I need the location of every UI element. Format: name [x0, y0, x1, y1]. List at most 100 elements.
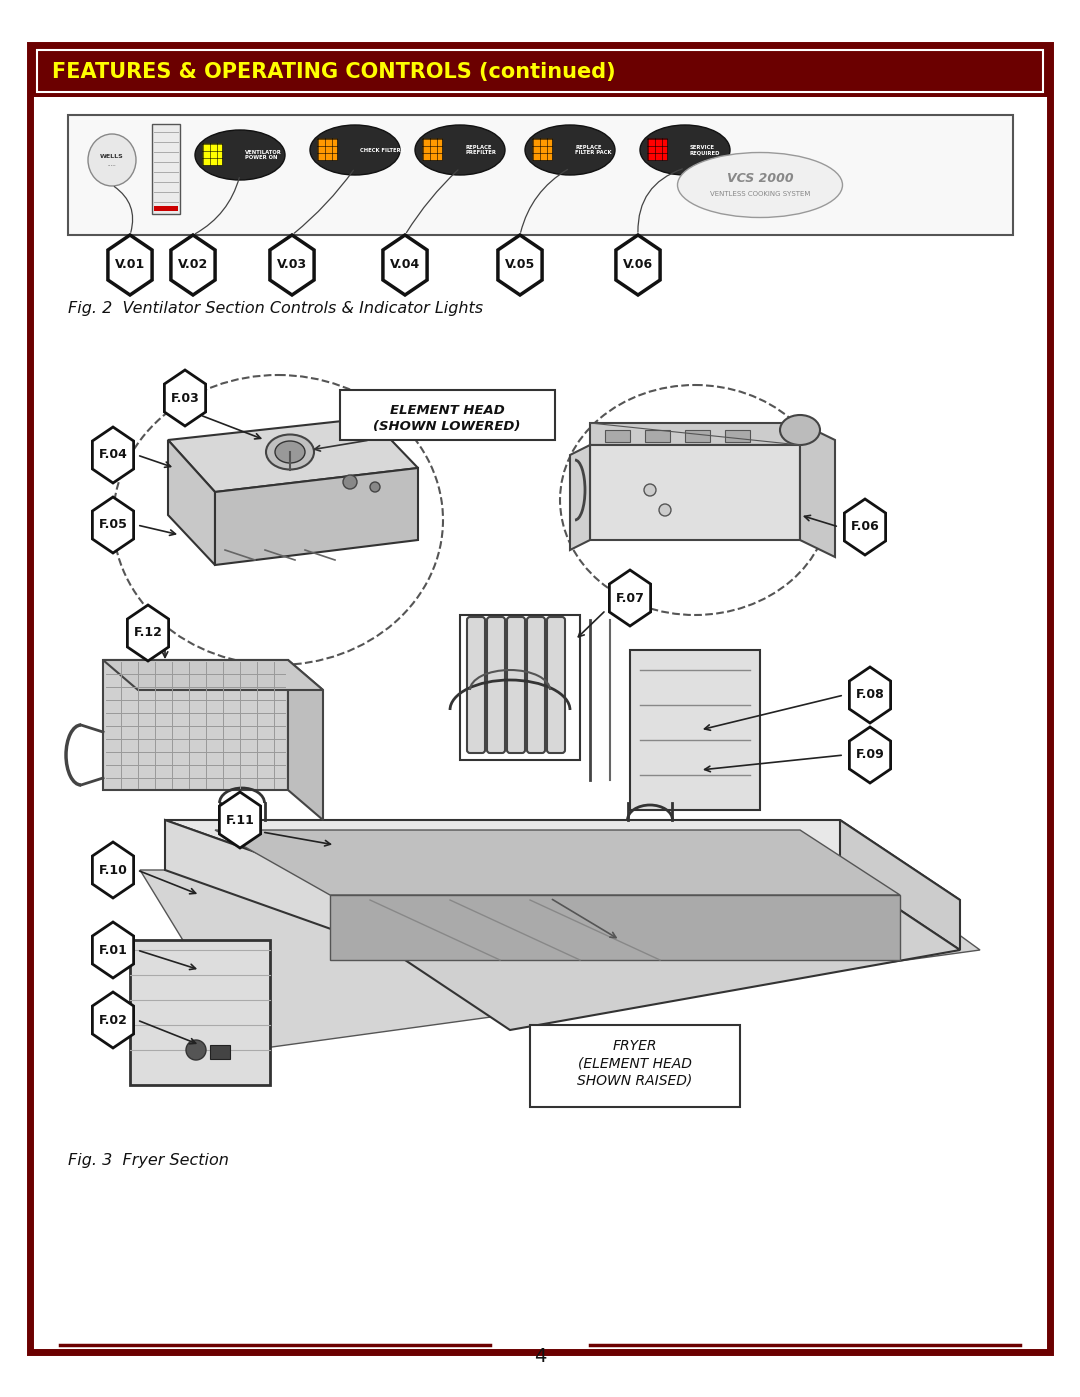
Ellipse shape: [266, 434, 314, 469]
Polygon shape: [93, 497, 134, 553]
Ellipse shape: [525, 124, 615, 175]
Polygon shape: [127, 605, 168, 661]
FancyBboxPatch shape: [605, 430, 630, 441]
FancyBboxPatch shape: [467, 617, 485, 753]
Polygon shape: [383, 235, 427, 295]
Circle shape: [644, 483, 656, 496]
Polygon shape: [165, 820, 960, 900]
Polygon shape: [215, 468, 418, 564]
FancyBboxPatch shape: [30, 45, 1050, 96]
FancyBboxPatch shape: [340, 390, 555, 440]
FancyBboxPatch shape: [318, 138, 337, 161]
Text: WELLS: WELLS: [100, 154, 124, 158]
Polygon shape: [288, 659, 323, 820]
Text: Fig. 2  Ventilator Section Controls & Indicator Lights: Fig. 2 Ventilator Section Controls & Ind…: [68, 300, 483, 316]
Text: V.04: V.04: [390, 258, 420, 271]
Polygon shape: [270, 235, 314, 295]
Polygon shape: [849, 666, 891, 724]
FancyBboxPatch shape: [152, 124, 180, 214]
Polygon shape: [108, 235, 152, 295]
Polygon shape: [845, 499, 886, 555]
FancyBboxPatch shape: [530, 1025, 740, 1106]
Text: F.11: F.11: [226, 813, 255, 827]
Polygon shape: [498, 235, 542, 295]
Polygon shape: [590, 446, 800, 541]
Text: F.12: F.12: [134, 626, 162, 640]
Polygon shape: [93, 427, 134, 483]
Text: F.07: F.07: [616, 591, 645, 605]
Circle shape: [343, 475, 357, 489]
Text: 4: 4: [534, 1347, 546, 1365]
Polygon shape: [140, 870, 980, 1051]
Text: VENTLESS COOKING SYSTEM: VENTLESS COOKING SYSTEM: [710, 191, 810, 197]
Text: REPLACE
FILTER PACK: REPLACE FILTER PACK: [575, 145, 611, 155]
Text: ·····: ·····: [108, 163, 117, 169]
Text: F.03: F.03: [171, 391, 200, 405]
Text: FRYER
(ELEMENT HEAD
SHOWN RAISED): FRYER (ELEMENT HEAD SHOWN RAISED): [578, 1039, 692, 1088]
Text: VCS 2000: VCS 2000: [727, 172, 794, 186]
Text: F.04: F.04: [98, 448, 127, 461]
Text: F.10: F.10: [98, 863, 127, 876]
Polygon shape: [103, 659, 288, 789]
Circle shape: [370, 482, 380, 492]
Text: F.06: F.06: [851, 521, 879, 534]
Polygon shape: [840, 820, 960, 950]
Text: F.08: F.08: [855, 689, 885, 701]
FancyBboxPatch shape: [507, 617, 525, 753]
Ellipse shape: [275, 441, 305, 462]
Ellipse shape: [195, 130, 285, 180]
Text: V.06: V.06: [623, 258, 653, 271]
Polygon shape: [93, 992, 134, 1048]
Polygon shape: [164, 370, 205, 426]
Text: Fig. 3  Fryer Section: Fig. 3 Fryer Section: [68, 1153, 229, 1168]
FancyBboxPatch shape: [685, 430, 710, 441]
Polygon shape: [168, 440, 215, 564]
Polygon shape: [616, 235, 660, 295]
Polygon shape: [219, 792, 260, 848]
Polygon shape: [171, 235, 215, 295]
FancyBboxPatch shape: [210, 1045, 230, 1059]
Text: VENTILATOR
POWER ON: VENTILATOR POWER ON: [245, 149, 282, 161]
Polygon shape: [390, 870, 960, 1030]
Polygon shape: [330, 895, 900, 960]
Text: F.09: F.09: [855, 749, 885, 761]
FancyBboxPatch shape: [487, 617, 505, 753]
Text: F.02: F.02: [98, 1013, 127, 1027]
Circle shape: [659, 504, 671, 515]
Text: F.05: F.05: [98, 518, 127, 531]
FancyBboxPatch shape: [647, 138, 667, 161]
Text: V.05: V.05: [504, 258, 535, 271]
Text: SERVICE
REQUIRED: SERVICE REQUIRED: [690, 145, 720, 155]
Text: REPLACE
PREFILTER: REPLACE PREFILTER: [465, 145, 496, 155]
Text: FEATURES & OPERATING CONTROLS (continued): FEATURES & OPERATING CONTROLS (continued…: [52, 61, 616, 82]
Ellipse shape: [640, 124, 730, 175]
FancyBboxPatch shape: [630, 650, 760, 810]
Polygon shape: [103, 659, 323, 690]
Text: V.03: V.03: [276, 258, 307, 271]
Polygon shape: [215, 830, 900, 895]
Polygon shape: [93, 922, 134, 978]
FancyBboxPatch shape: [422, 138, 442, 161]
Text: V.01: V.01: [114, 258, 145, 271]
Polygon shape: [130, 940, 270, 1085]
Ellipse shape: [310, 124, 400, 175]
FancyBboxPatch shape: [154, 205, 178, 211]
Polygon shape: [849, 726, 891, 782]
Circle shape: [186, 1039, 206, 1060]
FancyBboxPatch shape: [202, 142, 222, 165]
FancyBboxPatch shape: [645, 430, 670, 441]
Polygon shape: [168, 418, 418, 492]
FancyBboxPatch shape: [68, 115, 1013, 235]
Polygon shape: [570, 446, 590, 550]
FancyBboxPatch shape: [532, 138, 552, 161]
Text: F.01: F.01: [98, 943, 127, 957]
Polygon shape: [590, 423, 800, 446]
FancyBboxPatch shape: [546, 617, 565, 753]
Ellipse shape: [677, 152, 842, 218]
Polygon shape: [93, 842, 134, 898]
Polygon shape: [165, 820, 390, 950]
Ellipse shape: [87, 134, 136, 186]
Ellipse shape: [415, 124, 505, 175]
Text: ELEMENT HEAD
(SHOWN LOWERED): ELEMENT HEAD (SHOWN LOWERED): [374, 404, 521, 433]
Ellipse shape: [780, 415, 820, 446]
